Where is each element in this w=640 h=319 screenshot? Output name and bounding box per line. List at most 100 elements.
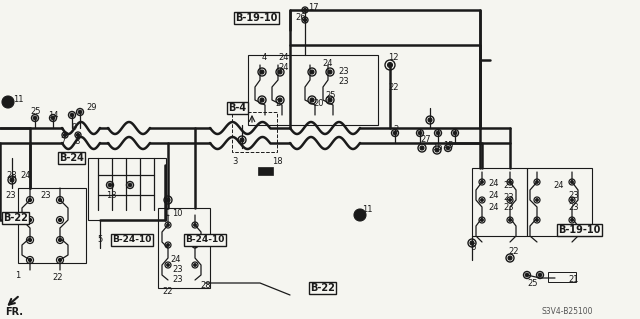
Bar <box>548 272 576 282</box>
Circle shape <box>63 133 67 137</box>
Circle shape <box>310 70 314 74</box>
Text: 22: 22 <box>508 248 518 256</box>
Text: 23: 23 <box>503 192 514 202</box>
Circle shape <box>393 131 397 135</box>
Text: 12: 12 <box>388 54 399 63</box>
Circle shape <box>571 219 573 221</box>
Circle shape <box>278 70 282 74</box>
Circle shape <box>28 198 31 202</box>
Text: 9: 9 <box>72 123 77 132</box>
Circle shape <box>453 131 457 135</box>
Text: 7: 7 <box>60 137 65 146</box>
Circle shape <box>28 219 31 222</box>
Circle shape <box>328 70 332 74</box>
Text: 24: 24 <box>278 63 289 72</box>
Circle shape <box>509 219 511 221</box>
Text: 27: 27 <box>420 136 431 145</box>
Circle shape <box>28 238 31 241</box>
Circle shape <box>387 63 392 68</box>
Text: 24: 24 <box>170 256 180 264</box>
Circle shape <box>536 199 538 201</box>
Circle shape <box>51 116 55 120</box>
Text: 8: 8 <box>74 137 79 146</box>
Text: 16: 16 <box>432 144 443 152</box>
Circle shape <box>481 199 483 201</box>
Circle shape <box>419 131 422 135</box>
Circle shape <box>538 273 541 277</box>
Text: 20: 20 <box>313 99 323 108</box>
Text: 24: 24 <box>488 203 499 211</box>
Circle shape <box>525 273 529 277</box>
Text: B-22: B-22 <box>310 283 335 293</box>
Circle shape <box>58 258 61 262</box>
Bar <box>248 55 378 125</box>
Text: 23: 23 <box>568 191 579 201</box>
Text: 24: 24 <box>488 179 499 188</box>
Text: 24: 24 <box>322 58 333 68</box>
Circle shape <box>2 96 14 108</box>
Text: 25: 25 <box>527 278 538 287</box>
Text: B-19-10: B-19-10 <box>558 225 600 235</box>
Text: 23: 23 <box>172 265 182 275</box>
Circle shape <box>278 98 282 102</box>
Text: 14: 14 <box>48 110 58 120</box>
Circle shape <box>166 244 170 246</box>
Text: 24: 24 <box>278 54 289 63</box>
Text: 13: 13 <box>106 190 116 199</box>
Circle shape <box>509 181 511 183</box>
Circle shape <box>260 70 264 74</box>
Circle shape <box>354 209 366 221</box>
Text: 2: 2 <box>275 99 280 108</box>
Circle shape <box>508 256 512 260</box>
Text: FR.: FR. <box>5 307 23 317</box>
Circle shape <box>194 263 196 266</box>
Text: B-4: B-4 <box>228 103 246 113</box>
Text: 24: 24 <box>553 182 563 190</box>
Circle shape <box>58 219 61 222</box>
Circle shape <box>470 241 474 245</box>
Text: 23: 23 <box>503 204 514 212</box>
Text: 26: 26 <box>295 12 306 21</box>
Circle shape <box>10 178 14 182</box>
Circle shape <box>166 263 170 266</box>
Bar <box>88 158 166 220</box>
Circle shape <box>420 146 424 150</box>
Circle shape <box>536 219 538 221</box>
Circle shape <box>58 198 61 202</box>
Text: 23: 23 <box>338 78 349 86</box>
Text: 1: 1 <box>15 271 20 279</box>
Circle shape <box>194 244 196 246</box>
Bar <box>18 188 86 263</box>
Circle shape <box>166 224 170 226</box>
Text: B-19-10: B-19-10 <box>235 13 277 23</box>
Text: 1: 1 <box>164 209 169 218</box>
Text: 15: 15 <box>443 140 454 150</box>
Text: 29: 29 <box>86 103 97 113</box>
Bar <box>527 168 592 236</box>
Text: 10: 10 <box>172 209 182 218</box>
Circle shape <box>428 118 432 122</box>
Text: 2: 2 <box>393 125 398 135</box>
Text: B-24: B-24 <box>59 153 84 163</box>
Text: 21: 21 <box>568 276 579 285</box>
Text: 6: 6 <box>470 243 476 253</box>
Circle shape <box>436 131 440 135</box>
Text: 18: 18 <box>272 158 283 167</box>
Text: B-24-10: B-24-10 <box>185 235 225 244</box>
Circle shape <box>481 219 483 221</box>
Circle shape <box>240 138 244 142</box>
Text: 22: 22 <box>388 84 399 93</box>
Circle shape <box>435 148 439 152</box>
Text: B-22: B-22 <box>3 213 28 223</box>
Circle shape <box>303 19 307 21</box>
Circle shape <box>166 198 170 202</box>
Bar <box>472 168 527 236</box>
Text: 22: 22 <box>52 273 63 283</box>
Text: 23: 23 <box>503 182 514 190</box>
Text: 17: 17 <box>308 3 319 11</box>
Circle shape <box>310 98 314 102</box>
Text: 23: 23 <box>40 190 51 199</box>
Text: 23: 23 <box>568 203 579 211</box>
Circle shape <box>194 224 196 226</box>
Bar <box>232 112 277 152</box>
